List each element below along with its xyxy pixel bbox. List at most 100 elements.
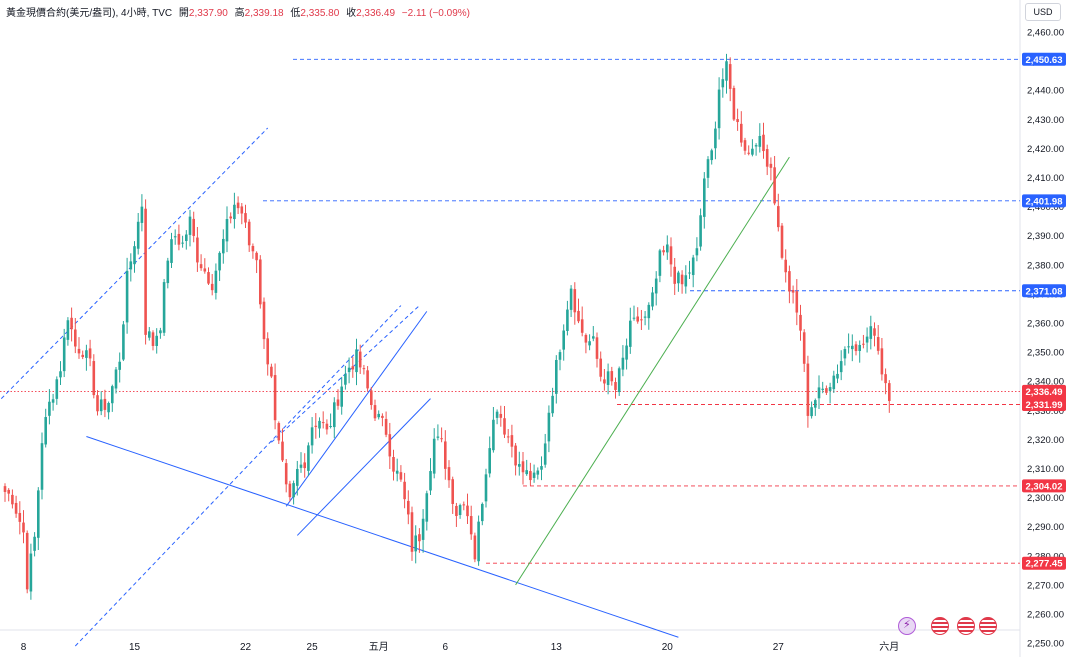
candle-body <box>647 304 651 319</box>
candle-body <box>329 426 332 428</box>
y-tick-label: 2,320.00 <box>1027 435 1064 446</box>
candle-body <box>55 379 59 399</box>
y-tick-label: 2,270.00 <box>1027 580 1064 591</box>
candle-body <box>210 283 214 291</box>
us-flag-icon[interactable] <box>931 617 949 635</box>
candle-body <box>751 148 754 155</box>
candle-body <box>262 301 266 340</box>
x-tick-label: 15 <box>129 642 141 653</box>
candle-body <box>518 464 521 467</box>
candle-body <box>218 252 221 271</box>
candle-body <box>40 443 44 490</box>
y-tick-label: 2,440.00 <box>1027 86 1064 97</box>
candle-body <box>340 386 343 407</box>
candle-body <box>673 266 676 284</box>
price-level-label: 2,304.02 <box>1026 481 1063 492</box>
candle-body <box>66 320 70 340</box>
x-tick-label: 25 <box>307 642 319 653</box>
price-level-label: 2,401.98 <box>1026 196 1063 207</box>
candle-body <box>595 337 599 359</box>
candle-body <box>377 413 380 418</box>
candle-body <box>669 246 673 265</box>
candle-body <box>77 348 81 354</box>
candle-body <box>821 388 824 390</box>
candle-body <box>469 516 473 535</box>
candle-body <box>640 319 643 321</box>
candle-body <box>170 239 173 263</box>
candle-body <box>355 349 358 373</box>
candle-body <box>521 461 525 473</box>
candle-body <box>536 470 540 475</box>
candle-body <box>321 422 325 424</box>
candle-body <box>876 337 880 351</box>
candle-body <box>222 238 225 254</box>
y-tick-label: 2,350.00 <box>1027 348 1064 359</box>
candle-body <box>777 206 780 228</box>
candle-body <box>499 413 503 418</box>
candle-body <box>22 522 25 533</box>
candle-body <box>858 344 861 351</box>
symbol-name[interactable]: 黃金現價合約(美元/盎司) <box>6 8 116 19</box>
flash-event-icon[interactable]: ⚡ <box>898 617 916 635</box>
close-value: 2,336.49 <box>356 8 396 19</box>
candle-body <box>588 341 591 346</box>
low-label: 低 <box>290 8 301 19</box>
candle-body <box>662 250 665 253</box>
candle-body <box>658 250 662 276</box>
candle-body <box>765 149 769 167</box>
candle-body <box>7 489 10 494</box>
candle-body <box>103 398 107 410</box>
candle-body <box>292 483 295 498</box>
candle-body <box>621 357 625 370</box>
y-tick-label: 2,300.00 <box>1027 493 1064 504</box>
candle-body <box>351 366 355 370</box>
candle-body <box>299 464 303 468</box>
candle-body <box>577 310 580 322</box>
x-tick-label: 22 <box>240 642 252 653</box>
candle-body <box>788 271 791 292</box>
candle-body <box>762 134 765 152</box>
candle-body <box>136 221 140 249</box>
us-flag-icon[interactable] <box>957 617 975 635</box>
candle-body <box>388 434 392 457</box>
candle-body <box>736 119 739 123</box>
candle-body <box>610 371 614 382</box>
candle-body <box>625 345 628 360</box>
candle-body <box>159 330 162 334</box>
candle-body <box>529 471 532 481</box>
candle-body <box>754 145 758 147</box>
candle-body <box>273 375 277 421</box>
candle-body <box>447 467 451 481</box>
green-trendline <box>515 156 790 586</box>
candle-body <box>666 244 669 253</box>
price-level-label: 2,336.49 <box>1026 387 1063 398</box>
candle-body <box>699 215 702 247</box>
candle-body <box>314 425 318 427</box>
candle-body <box>458 505 462 516</box>
candle-body <box>462 504 466 506</box>
candle-body <box>347 367 351 373</box>
candle-body <box>122 324 125 360</box>
candle-body <box>48 401 51 416</box>
candle-body <box>373 405 377 419</box>
candle-body <box>310 427 314 446</box>
candle-body <box>199 264 203 269</box>
currency-button[interactable]: USD <box>1025 3 1061 21</box>
candle-body <box>569 288 573 310</box>
candle-body <box>514 445 517 466</box>
channel-upper-line <box>285 311 428 507</box>
candle-body <box>303 462 306 469</box>
candle-body <box>251 245 255 252</box>
candle-body <box>555 359 558 394</box>
candle-body <box>181 242 184 244</box>
candle-body <box>166 260 170 284</box>
x-tick-label: 五月 <box>369 641 389 653</box>
candle-body <box>547 412 551 442</box>
us-flag-icon[interactable] <box>979 617 997 635</box>
y-tick-label: 2,290.00 <box>1027 522 1064 533</box>
candle-body <box>366 370 369 389</box>
candle-body <box>233 204 236 220</box>
price-level-label: 2,331.99 <box>1026 400 1063 411</box>
candle-body <box>236 202 240 209</box>
